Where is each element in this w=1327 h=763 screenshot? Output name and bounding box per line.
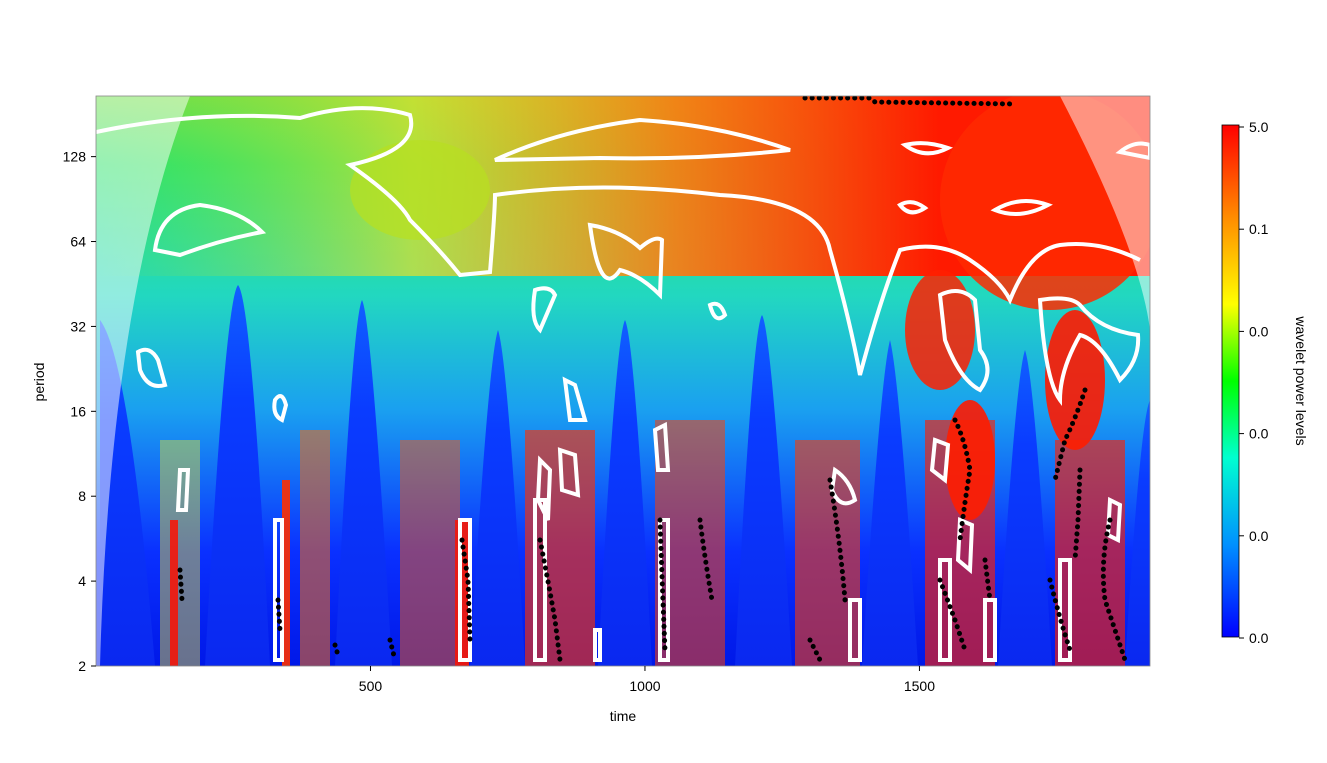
hot-region-1 (905, 270, 975, 390)
colorbar-tick-label: 0.0 (1249, 426, 1269, 442)
hot-region-2 (1045, 310, 1105, 450)
y-tick-label: 8 (78, 488, 86, 504)
y-tick-label: 2 (78, 658, 86, 674)
x-tick-label: 500 (359, 678, 383, 694)
colorbar: 5.0 0.1 0.0 0.0 0.0 0.0 wavelet power levels (1221, 119, 1309, 646)
y-tick-label: 32 (70, 318, 86, 334)
y-axis: 2 4 8 16 32 64 128 (63, 149, 96, 674)
y-tick-label: 16 (70, 403, 86, 419)
cone-of-influence-left (96, 96, 190, 666)
y-tick-label: 4 (78, 573, 86, 589)
colorbar-label: wavelet power levels (1293, 315, 1309, 445)
x-axis-label: time (610, 708, 637, 724)
warm-region-1 (350, 140, 490, 240)
y-tick-label: 64 (70, 234, 86, 250)
y-tick-label: 128 (63, 149, 87, 165)
x-axis: 500 1000 1500 (359, 666, 935, 694)
y-axis-label: period (31, 363, 47, 402)
colorbar-tick-label: 0.0 (1249, 528, 1269, 544)
plot-frame (95, 95, 1151, 667)
heatmap-area (96, 96, 1150, 666)
colorbar-tick-label: 0.1 (1249, 221, 1269, 237)
colorbar-tick-label: 0.0 (1249, 323, 1269, 339)
colorbar-tick-label: 5.0 (1249, 119, 1269, 135)
x-tick-label: 1000 (629, 678, 660, 694)
ridge-markers (177, 96, 1128, 663)
colorbar-ticks: 5.0 0.1 0.0 0.0 0.0 0.0 (1239, 119, 1269, 646)
colorbar-tick-label: 0.0 (1249, 630, 1269, 646)
colorbar-gradient (1221, 124, 1240, 638)
x-tick-label: 1500 (904, 678, 935, 694)
significance-contours (96, 106, 1150, 662)
